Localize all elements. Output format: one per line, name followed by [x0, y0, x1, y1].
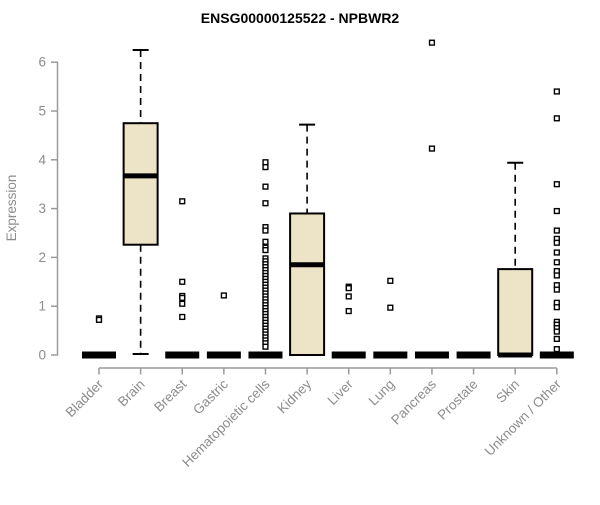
collapsed-box-hematopoietic-cells — [248, 351, 283, 359]
y-axis-tick-label: 3 — [38, 201, 46, 216]
x-axis-category-label-lung: Lung — [366, 377, 398, 409]
outlier-point-unknown-other — [553, 259, 560, 266]
outlier-point-unknown-other — [553, 272, 560, 279]
x-axis-category-label-bladder: Bladder — [63, 376, 107, 420]
outlier-point-unknown-other — [553, 249, 560, 256]
outlier-point-unknown-other — [553, 239, 560, 246]
outlier-point-hematopoietic-cells — [262, 159, 269, 166]
outlier-point-unknown-other — [553, 335, 560, 342]
outlier-point-lung — [387, 277, 394, 284]
y-axis-tick-label: 0 — [38, 348, 46, 363]
outlier-point-breast — [179, 313, 186, 321]
collapsed-box-pancreas — [414, 351, 449, 359]
y-axis-tick-label: 2 — [38, 250, 46, 265]
outlier-point-breast — [179, 294, 186, 302]
outlier-point-breast — [179, 300, 186, 307]
outlier-point-liver — [345, 285, 352, 292]
outlier-point-lung — [387, 304, 394, 311]
outlier-point-pancreas — [428, 145, 436, 152]
outlier-point-gastric — [220, 292, 227, 299]
outlier-point-hematopoietic-cells — [262, 343, 269, 350]
outlier-point-hematopoietic-cells — [262, 246, 269, 254]
x-axis-category-label-liver: Liver — [325, 376, 357, 408]
outlier-point-hematopoietic-cells — [262, 200, 269, 207]
y-axis-tick-label: 4 — [38, 152, 46, 167]
x-axis-category-label-gastric: Gastric — [190, 376, 231, 417]
outlier-point-unknown-other — [553, 88, 560, 95]
x-axis-category-label-breast: Breast — [151, 376, 189, 414]
x-axis-category-label-brain: Brain — [115, 377, 148, 410]
x-axis-category-label-prostate: Prostate — [435, 377, 481, 423]
x-axis-category-label-pancreas: Pancreas — [388, 376, 439, 427]
collapsed-box-unknown-other — [539, 351, 574, 359]
box-brain — [122, 122, 159, 246]
outlier-point-pancreas — [428, 39, 436, 46]
chart-title: ENSG00000125522 - NPBWR2 — [201, 10, 400, 26]
outlier-point-liver — [345, 293, 352, 300]
outlier-point-breast — [179, 278, 186, 285]
x-axis-category-label-kidney: Kidney — [274, 376, 314, 416]
x-axis-category-label-skin: Skin — [493, 377, 522, 406]
y-axis-tick-label: 5 — [38, 104, 46, 119]
outlier-point-unknown-other — [553, 346, 560, 353]
collapsed-box-lung — [373, 351, 408, 359]
outlier-point-unknown-other — [553, 227, 560, 234]
outlier-point-unknown-other — [553, 286, 560, 293]
collapsed-box-breast — [165, 351, 200, 359]
collapsed-box-bladder — [82, 351, 116, 359]
outlier-point-bladder — [95, 316, 103, 323]
outlier-point-breast — [179, 198, 186, 205]
outlier-point-unknown-other — [553, 328, 560, 335]
collapsed-box-liver — [331, 351, 366, 359]
outlier-point-unknown-other — [553, 304, 560, 311]
y-axis-tick-label: 6 — [38, 55, 46, 70]
outlier-point-unknown-other — [553, 115, 560, 122]
outlier-point-hematopoietic-cells — [262, 227, 269, 234]
collapsed-box-gastric — [206, 351, 241, 359]
outlier-point-unknown-other — [553, 181, 560, 188]
outlier-point-unknown-other — [553, 207, 560, 215]
outlier-point-hematopoietic-cells — [262, 164, 269, 171]
x-axis-category-label-unknown-other: Unknown / Other — [482, 376, 565, 459]
box-kidney — [289, 212, 326, 356]
outlier-point-liver — [345, 307, 352, 315]
outlier-point-hematopoietic-cells — [262, 183, 269, 190]
y-axis-label: Expression — [4, 175, 19, 242]
outlier-point-hematopoietic-cells — [262, 238, 269, 245]
collapsed-box-prostate — [456, 351, 491, 359]
y-axis-tick-label: 1 — [38, 299, 46, 314]
box-skin — [497, 268, 534, 356]
